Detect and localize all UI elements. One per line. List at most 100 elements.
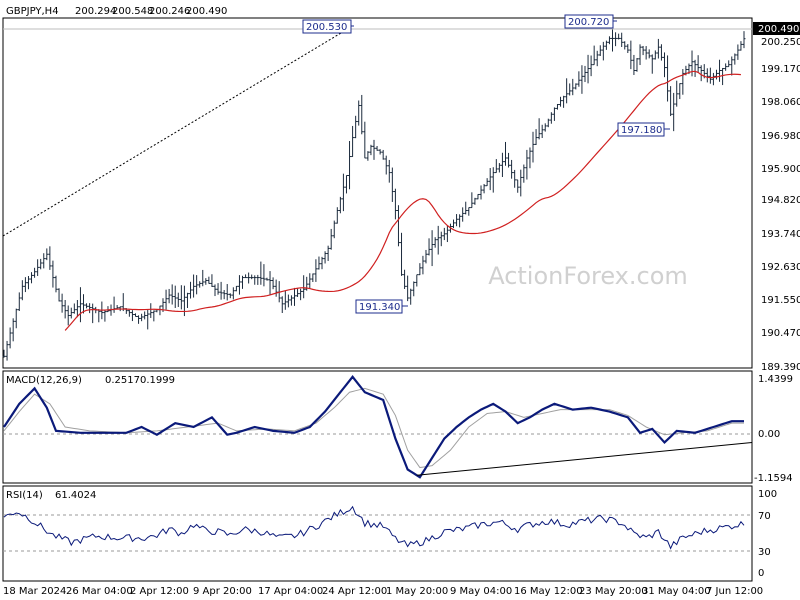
price-bar [207, 276, 211, 284]
price-bar [326, 245, 330, 261]
svg-text:200.720: 200.720 [568, 17, 609, 28]
price-axis-tick: 193.740 [761, 229, 800, 240]
price-bar [42, 253, 46, 269]
price-bar [647, 49, 651, 59]
price-bar [51, 260, 55, 288]
price-bar [198, 281, 202, 288]
last-price-tag [753, 22, 800, 35]
price-bar [387, 159, 391, 183]
price-bar [335, 207, 339, 224]
price-bar [708, 67, 712, 84]
price-bar [531, 131, 535, 163]
price-bar [476, 193, 480, 200]
price-bar [216, 283, 220, 295]
price-bar [589, 55, 593, 77]
price-bar [219, 281, 223, 300]
price-bar [210, 274, 214, 287]
price-bar [262, 264, 266, 287]
price-bar [57, 288, 61, 302]
price-bar [225, 284, 229, 301]
price-bar [724, 63, 728, 71]
price-bar [354, 115, 358, 139]
rsi-path [3, 505, 745, 550]
price-bar [672, 92, 676, 132]
price-bar [436, 225, 440, 255]
price-bar [445, 225, 449, 243]
price-title: GBPJPY,H4 [6, 6, 59, 17]
price-bar [106, 306, 110, 313]
price-bar [540, 124, 544, 139]
price-bar [629, 40, 633, 70]
price-bar [20, 280, 24, 301]
macd-trendline [416, 441, 753, 476]
price-bar [11, 318, 15, 342]
price-bar [601, 41, 605, 61]
price-bar [406, 275, 410, 302]
price-bar [286, 294, 290, 308]
price-bar [5, 340, 9, 361]
price-bar [292, 287, 296, 306]
price-bar [555, 103, 559, 110]
time-axis: 18 Mar 2024 26 Mar 04:00 2 Apr 12:00 9 A… [3, 586, 763, 597]
price-bar [620, 32, 624, 47]
rsi-line [3, 505, 745, 550]
price-bar [442, 227, 446, 241]
price-bar [653, 50, 657, 60]
price-bar [189, 281, 193, 299]
annotation-low-1: 191.340 [355, 299, 403, 314]
price-bar [733, 53, 737, 65]
price-bar [146, 308, 150, 330]
price-bar [479, 185, 483, 200]
price-header-value: 200.294 [75, 6, 116, 17]
price-axis-tick: 194.820 [761, 195, 800, 206]
price-bar [247, 272, 251, 284]
rsi-panel [2, 485, 753, 582]
price-bar [562, 95, 566, 108]
rsi-axis-tick: 100 [758, 489, 777, 500]
price-axis-tick: 189.390 [761, 362, 800, 373]
price-bar [681, 69, 685, 95]
price-bar [656, 38, 660, 59]
price-bar [317, 256, 321, 270]
price-bar [265, 277, 269, 281]
price-header-value: 200.548 [112, 6, 153, 17]
time-axis-tick: 24 Apr 12:00 [322, 586, 387, 597]
price-bar [592, 45, 596, 66]
price-bar [693, 59, 697, 77]
price-bar [17, 292, 21, 311]
price-bar [485, 178, 489, 187]
price-bar [565, 78, 569, 104]
price-bar [396, 205, 400, 247]
price-bar [730, 56, 734, 76]
price-bar [666, 55, 670, 102]
price-bar [259, 261, 263, 285]
macd-axis-tick: -1.1594 [754, 473, 793, 484]
price-bar [48, 246, 52, 270]
price-bar [289, 295, 293, 306]
macd-axis-tick: 1.4399 [758, 374, 793, 385]
time-axis-tick: 23 May 20:00 [579, 586, 648, 597]
price-bar [433, 237, 437, 248]
price-bar [164, 289, 168, 310]
price-bar [54, 275, 58, 293]
price-bar [736, 44, 740, 60]
price-bar [482, 183, 486, 194]
price-bar [580, 65, 584, 94]
price-bar [26, 276, 30, 290]
macd-trend-path [416, 441, 753, 476]
price-bar [39, 258, 43, 270]
price-bar [559, 96, 563, 107]
price-axis-tick: 200.250 [761, 37, 800, 48]
price-bar [586, 54, 590, 84]
rsi-axis-tick: 30 [758, 547, 771, 558]
last-price-label: 200.490 [758, 24, 799, 35]
price-bar [727, 60, 731, 68]
macd-panel [2, 370, 753, 484]
price-bar [228, 293, 232, 299]
price-bar [69, 307, 73, 319]
price-bar [63, 299, 67, 319]
price-bar [256, 274, 260, 285]
time-axis-tick: 9 May 04:00 [450, 586, 512, 597]
time-axis-tick: 31 May 04:00 [642, 586, 711, 597]
price-bar [418, 263, 422, 276]
